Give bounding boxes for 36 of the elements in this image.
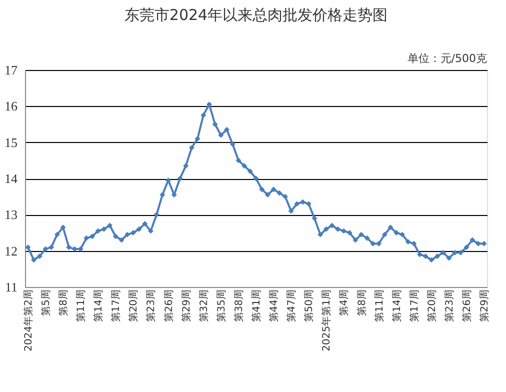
x-tick-label: 2024年第2周 <box>22 290 34 352</box>
x-tick-label: 2025年第1周 <box>320 290 333 352</box>
x-tick-label: 第47周 <box>286 290 298 322</box>
y-tick-label: 11 <box>4 280 18 294</box>
y-tick-label: 17 <box>4 62 18 78</box>
x-tick-label: 第41周 <box>250 290 262 322</box>
y-tick-label: 15 <box>4 134 18 150</box>
x-tick-label: 第17周 <box>408 290 420 322</box>
x-tick-label: 第20周 <box>426 290 438 322</box>
x-tick-label: 第11周 <box>75 290 88 322</box>
x-tick-label: 第4周 <box>338 290 350 316</box>
y-tick-label: 13 <box>4 207 18 222</box>
x-tick-label: 第20周 <box>128 290 140 322</box>
x-tick-label: 第35周 <box>215 290 228 322</box>
y-tick-label: 12 <box>4 243 18 258</box>
x-tick-label: 第14周 <box>390 290 403 322</box>
x-tick-label: 第44周 <box>268 290 280 322</box>
x-tick-label: 第14周 <box>92 290 105 322</box>
x-tick-label: 第26周 <box>461 290 474 322</box>
chart-title: 东莞市2024年以来总肉批发价格走势图 <box>124 6 388 24</box>
x-tick-label: 第23周 <box>145 290 158 322</box>
x-tick-label: 第5周 <box>40 290 52 316</box>
x-tick-label: 第8周 <box>58 290 70 316</box>
x-tick-label: 第50周 <box>303 290 316 322</box>
x-tick-label: 第38周 <box>232 290 245 322</box>
text: 单位：元/500克 <box>407 52 487 65</box>
x-tick-label: 第32周 <box>198 290 210 322</box>
x-tick-label: 第29周 <box>180 290 192 322</box>
x-tick-label: 第29周 <box>478 290 491 322</box>
x-tick-label: 第17周 <box>110 290 122 322</box>
x-tick-label: 第23周 <box>443 290 456 322</box>
x-tick-label: 第26周 <box>162 290 175 322</box>
x-tick-label: 第8周 <box>356 290 368 316</box>
y-tick-label: 14 <box>4 171 18 186</box>
y-tick-label: 16 <box>4 98 18 114</box>
x-tick-label: 第11周 <box>373 290 386 322</box>
